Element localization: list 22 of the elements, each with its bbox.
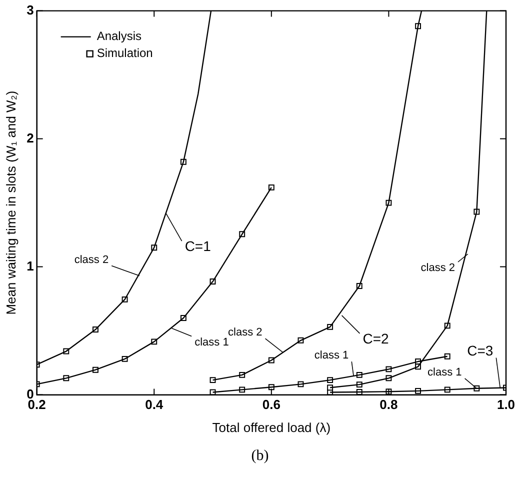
x-tick-label: 1.0 bbox=[496, 397, 516, 412]
annotation: C=3 bbox=[467, 342, 494, 359]
y-tick-label: 0 bbox=[26, 386, 34, 402]
annotation: C=1 bbox=[184, 238, 212, 254]
annotation: class 1 bbox=[194, 336, 229, 348]
x-tick-label: 0.8 bbox=[380, 397, 398, 412]
x-axis-title: Total offered load (λ) bbox=[212, 420, 331, 435]
y-tick-label: 2 bbox=[26, 130, 34, 146]
y-tick-label: 3 bbox=[26, 2, 34, 18]
annotation: C=2 bbox=[362, 330, 390, 346]
annotation: class 2 bbox=[74, 254, 109, 266]
annotation: class 2 bbox=[420, 262, 456, 274]
y-tick-label: 1 bbox=[26, 258, 34, 274]
legend-label: Analysis bbox=[96, 29, 142, 44]
y-axis-title: Mean waiting time in slots (W₁ and W₂) bbox=[3, 90, 18, 315]
annotation: class 1 bbox=[428, 366, 462, 378]
text: (b) bbox=[250, 448, 270, 465]
x-tick-label: 0.4 bbox=[145, 397, 164, 412]
legend-label: Simulation bbox=[96, 46, 153, 60]
annotation: class 1 bbox=[314, 350, 349, 362]
x-tick-label: 0.6 bbox=[262, 397, 280, 412]
annotation: class 2 bbox=[228, 326, 262, 339]
